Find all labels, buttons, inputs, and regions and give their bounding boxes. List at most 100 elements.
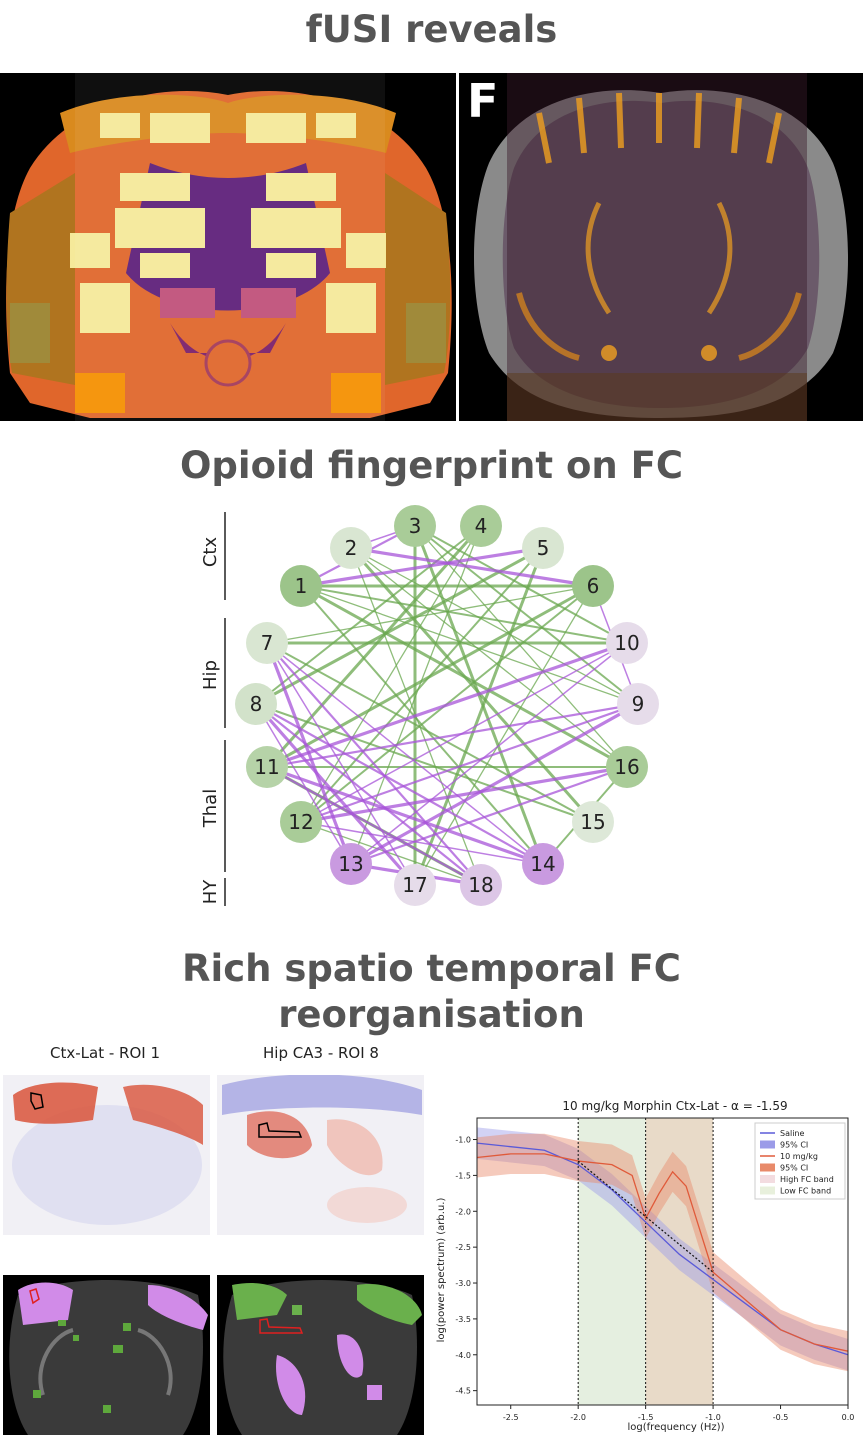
ci-band-saline [477, 1127, 848, 1371]
y-tick-label: -2.5 [455, 1243, 471, 1252]
node-12 [280, 801, 322, 843]
y-tick-label: -3.0 [455, 1279, 471, 1288]
legend-swatch [760, 1186, 775, 1195]
edge-green-2-9 [350, 547, 639, 705]
edge-green-2-16 [350, 547, 628, 768]
node-16 [606, 746, 648, 788]
legend-label: 10 mg/kg [780, 1152, 818, 1161]
edge-green-6-11 [266, 584, 594, 769]
edge-green-7-15 [266, 642, 594, 823]
edge-purple-12-14 [300, 821, 544, 865]
edge-green-3-16 [414, 525, 628, 768]
map1-title: Ctx-Lat - ROI 1 [50, 1044, 160, 1062]
node-10 [606, 622, 648, 664]
fc-binary-map-roi1 [3, 1275, 210, 1435]
node-label-18: 18 [468, 873, 493, 897]
group-label-hy: HY [200, 879, 221, 905]
node-label-17: 17 [402, 873, 427, 897]
chart-title: 10 mg/kg Morphin Ctx-Lat - α = -1.59 [562, 1099, 787, 1113]
edge-purple-8-17 [254, 702, 417, 887]
legend-label: High FC band [780, 1175, 834, 1184]
edge-green-12-18 [300, 821, 482, 886]
roi8-outline [258, 1122, 303, 1138]
node-13 [330, 843, 372, 885]
node-7 [246, 622, 288, 664]
legend-swatch [760, 1175, 775, 1183]
node-label-10: 10 [614, 631, 639, 655]
edge-purple-10-12 [300, 642, 628, 823]
node-label-3: 3 [409, 514, 422, 538]
chart-legend [754, 1122, 846, 1200]
edge-purple-9-13 [350, 702, 639, 866]
x-tick-label: -0.5 [773, 1413, 789, 1422]
section-title-rich-line1: Rich spatio temporal FC [182, 947, 681, 990]
node-5 [522, 527, 564, 569]
node-label-8: 8 [250, 692, 263, 716]
legend-swatch [760, 1140, 775, 1149]
edge-purple-11-14 [266, 765, 544, 866]
edge-purple-8-13 [255, 703, 352, 865]
edge-purple-10-11 [266, 641, 628, 769]
fc-map-roi8 [217, 1075, 424, 1235]
node-label-6: 6 [587, 574, 600, 598]
node-17 [394, 864, 436, 906]
node-label-13: 13 [338, 852, 363, 876]
node-label-11: 11 [254, 755, 279, 779]
y-tick-label: -1.5 [455, 1171, 471, 1180]
node-label-14: 14 [530, 852, 555, 876]
node-6 [572, 565, 614, 607]
node-8 [235, 683, 277, 725]
y-tick-label: -2.0 [455, 1207, 471, 1216]
section-title-rich: Rich spatio temporal FC reorganisation [0, 946, 863, 1038]
y-tick-label: -1.0 [455, 1136, 471, 1145]
edge-purple-7-17 [266, 642, 416, 886]
y-axis-label: log(power spectrum) (arb.u.) [436, 1198, 447, 1343]
x-tick-label: 0.0 [842, 1413, 855, 1422]
fit-line [577, 1160, 714, 1273]
plot-frame [476, 1117, 849, 1406]
edge-green-3-9 [414, 525, 639, 705]
node-18 [460, 864, 502, 906]
y-tick-label: -4.5 [455, 1387, 471, 1396]
edge-green-5-8 [255, 546, 544, 706]
edge-purple-1-5 [300, 546, 544, 588]
x-tick-label: -1.0 [705, 1413, 721, 1422]
y-tick-label: -4.0 [455, 1351, 471, 1360]
node-3 [394, 505, 436, 547]
edge-green-6-17 [414, 585, 594, 886]
node-label-2: 2 [345, 536, 358, 560]
fc-binary-map-roi8 [217, 1275, 424, 1435]
section-title-rich-line2: reorganisation [278, 993, 585, 1036]
fusi-overlay-image: F [459, 73, 863, 421]
node-label-4: 4 [475, 514, 488, 538]
group-label-hip: Hip [200, 660, 221, 690]
edge-green-1-10 [300, 585, 628, 644]
edge-purple-2-6 [350, 546, 594, 588]
edge-green-5-12 [300, 547, 544, 823]
x-tick-label: -2.5 [503, 1413, 519, 1422]
edge-purple-8-18 [255, 703, 482, 886]
group-label-ctx: Ctx [200, 537, 221, 568]
node-15 [572, 801, 614, 843]
band-low-fc-band [578, 1118, 646, 1405]
edge-green-5-17 [413, 547, 545, 886]
edge-purple-7-14 [266, 642, 544, 865]
edge-purple-8-14 [255, 703, 544, 865]
edge-purple-9-11 [266, 702, 639, 769]
band-high-fc-band [645, 1118, 714, 1405]
node-label-16: 16 [614, 755, 639, 779]
roi1-outline [30, 1092, 44, 1110]
map2-title: Hip CA3 - ROI 8 [263, 1044, 379, 1062]
legend-swatch [760, 1163, 775, 1172]
edge-purple-16-13 [350, 765, 628, 866]
node-14 [522, 843, 564, 885]
fc-map-roi1 [3, 1075, 210, 1235]
edge-purple-9-12 [300, 702, 639, 824]
node-11 [246, 746, 288, 788]
brain-atlas-image [0, 73, 456, 421]
edge-green-4-12 [300, 525, 482, 823]
section-title-opioid: Opioid fingerprint on FC [179, 444, 684, 487]
x-axis-label: log(frequency (Hz)) [628, 1422, 725, 1433]
group-label-thal: Thal [200, 789, 221, 828]
legend-label: Low FC band [780, 1187, 831, 1196]
